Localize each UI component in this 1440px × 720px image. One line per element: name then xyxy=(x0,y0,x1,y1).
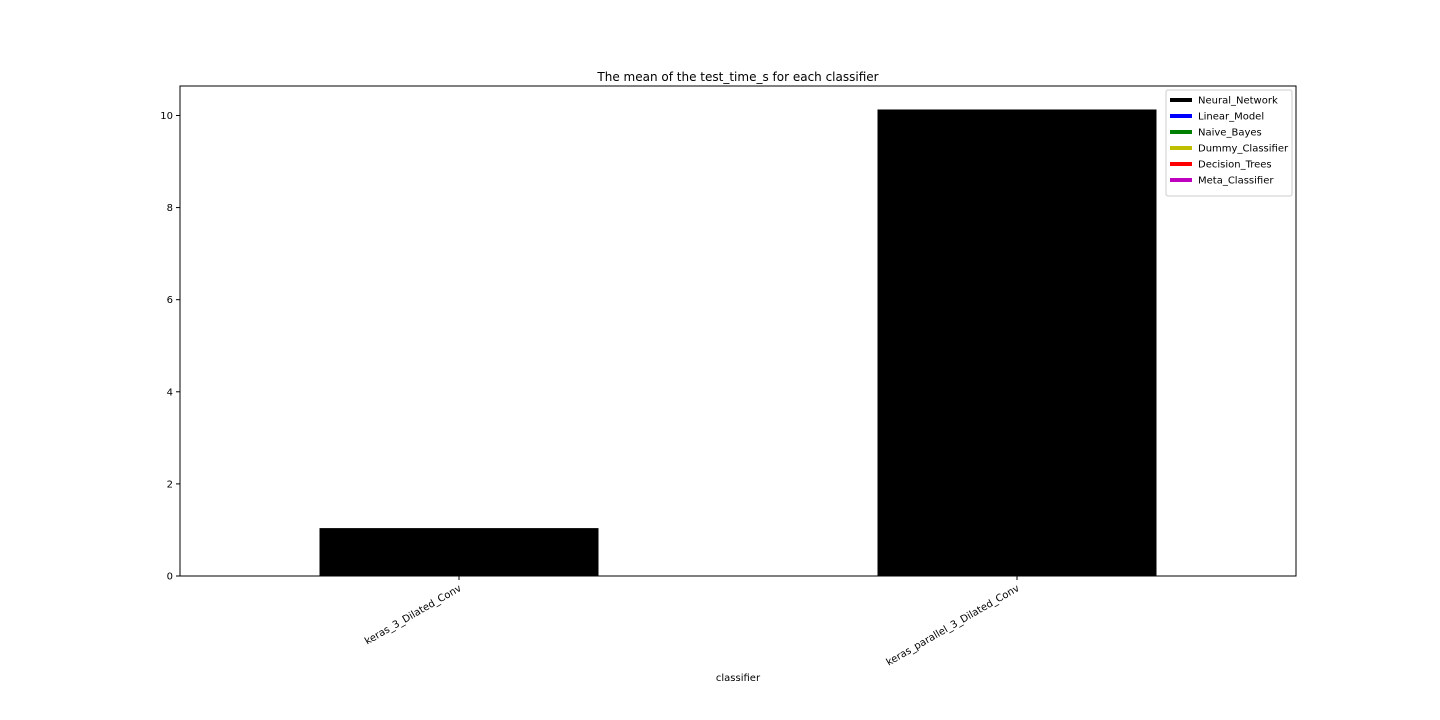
legend-label: Linear_Model xyxy=(1198,112,1264,123)
y-tick-label: 10 xyxy=(160,111,173,122)
y-tick-label: 2 xyxy=(167,479,173,490)
x-axis: keras_3_Dilated_Conv keras_parallel_3_Dil… xyxy=(363,576,1022,668)
bar-keras_3_Dilated_Conv xyxy=(319,528,599,576)
legend: Neural_Network Linear_Model Naive_Bayes Dum… xyxy=(1165,89,1293,197)
y-tick-label: 8 xyxy=(167,203,173,214)
y-tick-label: 0 xyxy=(167,572,173,583)
legend-label: Neural_Network xyxy=(1198,96,1278,107)
x-tick-label: keras_parallel_3_Dilated_Conv xyxy=(885,583,1022,668)
y-axis: 0 2 4 6 8 10 xyxy=(160,111,180,583)
plot-area-frame xyxy=(179,85,1297,577)
y-tick-label: 4 xyxy=(167,387,173,398)
y-tick-label: 6 xyxy=(167,295,173,306)
bar-keras_parallel_3_Dilated_Conv xyxy=(877,109,1157,576)
chart-title: The mean of the test_time_s for each cla… xyxy=(596,70,878,84)
legend-box xyxy=(1165,89,1293,197)
legend-label: Decision_Trees xyxy=(1198,160,1272,171)
legend-label: Naive_Bayes xyxy=(1198,128,1262,139)
legend-label: Dummy_Classifier xyxy=(1198,144,1289,155)
x-axis-title: classifier xyxy=(716,673,761,684)
bars-layer xyxy=(319,109,1157,576)
x-tick-label: keras_3_Dilated_Conv xyxy=(363,583,463,647)
legend-label: Meta_Classifier xyxy=(1198,176,1274,187)
